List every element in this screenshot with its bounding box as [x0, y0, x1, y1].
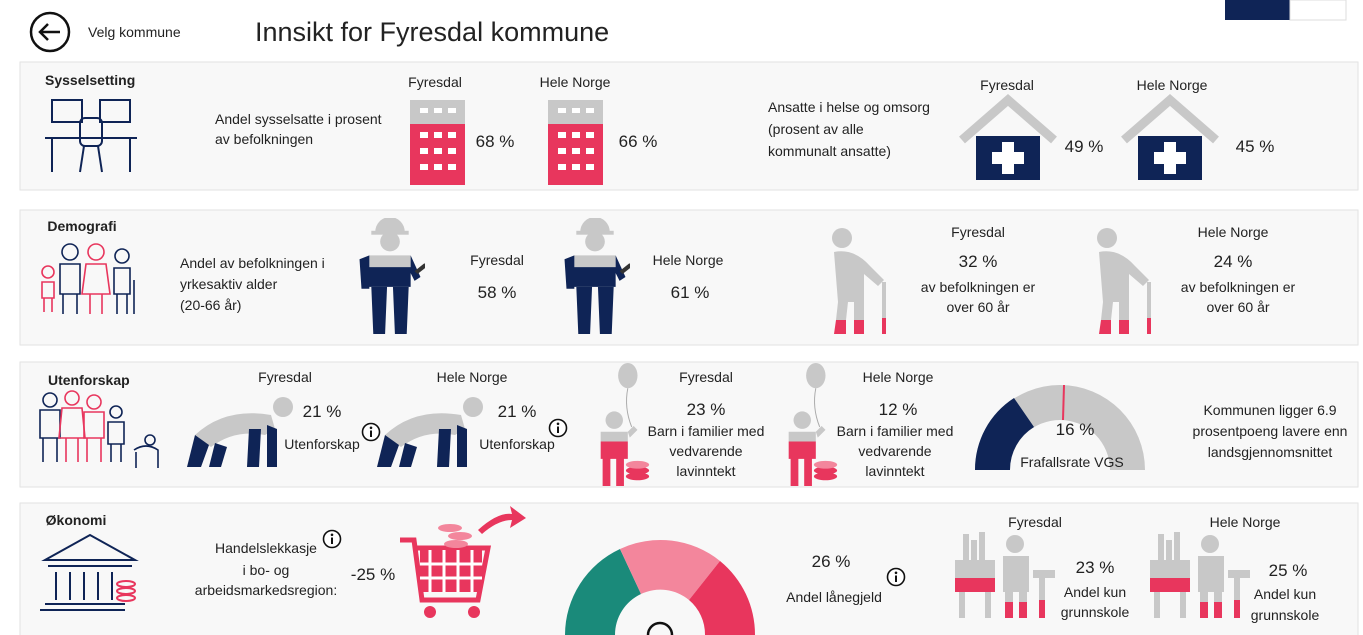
- metric-value: 23 %: [1076, 559, 1115, 577]
- back-label[interactable]: Velg kommune: [88, 23, 181, 41]
- metric-caption: over 60 år: [946, 298, 1009, 316]
- metric-value: 61 %: [671, 284, 710, 302]
- metric-caption: over 60 år: [1206, 298, 1269, 316]
- region-label: Hele Norge: [653, 251, 724, 269]
- region-label: Fyresdal: [951, 223, 1005, 241]
- metric-label: yrkesaktiv alder: [180, 275, 277, 293]
- metric-label: Handelslekkasje: [215, 539, 317, 557]
- metric-caption: Utenforskap: [284, 435, 359, 453]
- section-title: Sysselsetting: [45, 71, 135, 89]
- metric-caption: Barn i familier med: [837, 422, 954, 440]
- metric-label: Andel sysselsatte i prosent: [215, 110, 382, 128]
- region-label: Fyresdal: [679, 368, 733, 386]
- info-icon[interactable]: [363, 424, 380, 441]
- region-label: Hele Norge: [540, 73, 611, 91]
- building-icon: [548, 100, 603, 185]
- region-label: Fyresdal: [258, 368, 312, 386]
- region-label: Hele Norge: [1210, 513, 1281, 531]
- metric-caption: lavinntekt: [676, 462, 735, 480]
- metric-value: 66 %: [619, 133, 658, 151]
- section-title: Utenforskap: [48, 371, 130, 389]
- metric-value: 21 %: [498, 403, 537, 421]
- dashboard: Velg kommune Innsikt for Fyresdal kommun…: [0, 0, 1363, 635]
- graphics: [0, 0, 1363, 635]
- page-title: Innsikt for Fyresdal kommune: [255, 23, 609, 41]
- metric-value: 26 %: [812, 553, 851, 571]
- metric-label: av befolkningen: [215, 130, 313, 148]
- metric-value: 49 %: [1065, 138, 1104, 156]
- metric-value: 45 %: [1236, 138, 1275, 156]
- metric-label: kommunalt ansatte): [768, 142, 891, 160]
- gauge-value: 16 %: [1056, 421, 1095, 439]
- region-label: Hele Norge: [863, 368, 934, 386]
- section-title: Økonomi: [46, 511, 107, 529]
- metric-label: arbeidsmarkedsregion:: [195, 581, 337, 599]
- building-icon: [410, 100, 465, 185]
- metric-value: 32 %: [959, 253, 998, 271]
- metric-label: (prosent av alle: [768, 120, 864, 138]
- metric-value: 68 %: [476, 133, 515, 151]
- metric-caption: lavinntekt: [865, 462, 924, 480]
- info-icon[interactable]: [888, 569, 905, 586]
- section-title: Demografi: [47, 217, 116, 235]
- region-label: Fyresdal: [470, 251, 524, 269]
- metric-value: 21 %: [303, 403, 342, 421]
- gauge-caption: Frafallsrate VGS: [1020, 453, 1123, 471]
- metric-caption: grunnskole: [1251, 606, 1320, 624]
- metric-caption: Andel kun: [1254, 585, 1316, 603]
- info-icon[interactable]: [550, 420, 567, 437]
- metric-label: i bo- og: [243, 561, 290, 579]
- metric-label: Andel av befolkningen i: [180, 254, 325, 272]
- metric-label: (20-66 år): [180, 296, 241, 314]
- metric-value: 12 %: [879, 401, 918, 419]
- comparison-text: prosentpoeng lavere enn: [1193, 422, 1348, 440]
- metric-label: Ansatte i helse og omsorg: [768, 98, 930, 116]
- region-label: Fyresdal: [980, 76, 1034, 94]
- metric-caption: grunnskole: [1061, 603, 1130, 621]
- metric-caption: Andel lånegjeld: [786, 588, 882, 606]
- metric-value: -25 %: [351, 566, 395, 584]
- metric-caption: vedvarende: [858, 442, 931, 460]
- metric-value: 58 %: [478, 284, 517, 302]
- metric-value: 24 %: [1214, 253, 1253, 271]
- metric-caption: Utenforskap: [479, 435, 554, 453]
- comparison-text: Kommunen ligger 6.9: [1203, 401, 1336, 419]
- comparison-text: landsgjennomsnittet: [1208, 443, 1333, 461]
- region-label: Hele Norge: [1198, 223, 1269, 241]
- metric-caption: av befolkningen er: [921, 278, 1035, 296]
- region-label: Fyresdal: [1008, 513, 1062, 531]
- metric-value: 23 %: [687, 401, 726, 419]
- info-icon[interactable]: [324, 531, 341, 548]
- metric-caption: av befolkningen er: [1181, 278, 1295, 296]
- metric-value: 25 %: [1269, 562, 1308, 580]
- region-label: Hele Norge: [1137, 76, 1208, 94]
- metric-caption: Barn i familier med: [648, 422, 765, 440]
- region-label: Hele Norge: [437, 368, 508, 386]
- region-label: Fyresdal: [408, 73, 462, 91]
- metric-caption: vedvarende: [669, 442, 742, 460]
- metric-caption: Andel kun: [1064, 583, 1126, 601]
